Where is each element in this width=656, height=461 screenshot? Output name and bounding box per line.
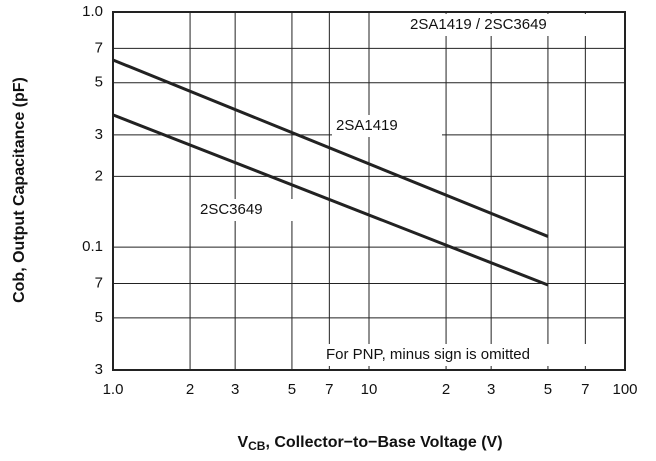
x-tick-label: 5: [544, 381, 552, 398]
x-axis-label: VCB, Collector−to−Base Voltage (V): [237, 434, 502, 453]
y-tick-label: 5: [95, 74, 103, 91]
annotation: 2SA1419: [336, 117, 398, 134]
x-tick-label: 2: [186, 381, 194, 398]
annotation-bg: [196, 199, 296, 221]
y-tick-label: 7: [95, 39, 103, 56]
x-tick-label: 3: [231, 381, 239, 398]
y-tick-label: 5: [95, 309, 103, 326]
y-tick-label: 7: [95, 274, 103, 291]
x-label-symbol: V: [237, 434, 248, 451]
x-tick-label: 5: [288, 381, 296, 398]
x-tick-label: 10: [361, 381, 378, 398]
x-tick-label: 7: [325, 381, 333, 398]
annotation: 2SC3649: [200, 201, 263, 218]
y-tick-label: 0.1: [82, 238, 103, 255]
series-line: [112, 58, 549, 238]
x-tick-label: 1.0: [103, 381, 124, 398]
chart-title-bg: [406, 14, 618, 36]
x-tick-label: 100: [612, 381, 637, 398]
x-tick-label: 2: [442, 381, 450, 398]
x-label-text: , Collector−to−Base Voltage (V): [265, 434, 502, 451]
plot-frame: [112, 11, 626, 371]
chart-title: 2SA1419 / 2SC3649: [410, 16, 547, 33]
x-label-subscript: CB: [248, 439, 266, 453]
annotation-bg: [322, 344, 618, 366]
y-tick-label: 3: [95, 126, 103, 143]
y-tick-label: 2: [95, 167, 103, 184]
annotation-bg: [332, 115, 442, 137]
y-axis-label: Cob, Output Capacitance (pF): [11, 77, 28, 303]
x-tick-label: 3: [487, 381, 495, 398]
x-tick-label: 7: [581, 381, 589, 398]
annotation: For PNP, minus sign is omitted: [326, 346, 530, 363]
series-line: [112, 113, 549, 287]
y-tick-label: 3: [95, 361, 103, 378]
y-tick-label: 1.0: [82, 3, 103, 20]
